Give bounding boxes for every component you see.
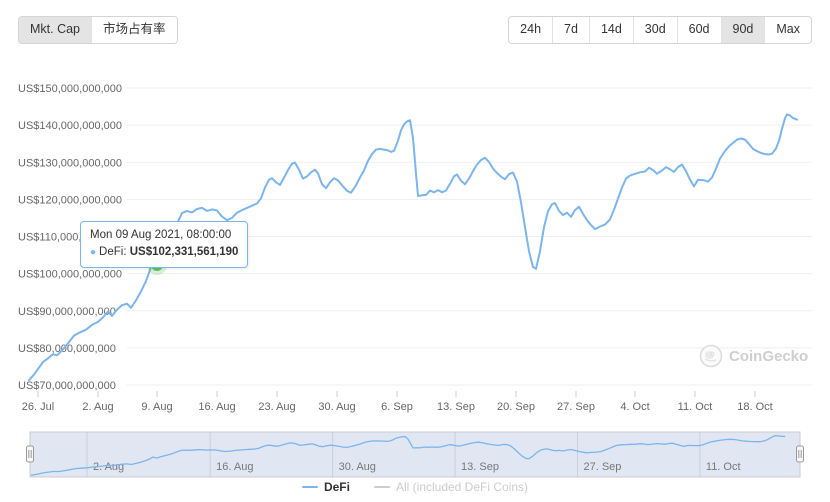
tab-mkt-cap[interactable]: Mkt. Cap: [19, 17, 92, 43]
series-bullet-icon: ●: [90, 247, 97, 259]
metric-toggle-group: Mkt. Cap 市场占有率: [18, 16, 178, 44]
x-axis-label-2Aug: 2. Aug: [82, 401, 113, 413]
y-axis-label-150: US$150,000,000,000: [18, 83, 122, 95]
y-axis-label-80: US$80,000,000,000: [18, 343, 116, 355]
legend-item-all[interactable]: All (included DeFi Coins): [373, 480, 529, 494]
y-axis-label-70: US$70,000,000,000: [18, 380, 116, 392]
y-axis-label-90: US$90,000,000,000: [18, 306, 116, 318]
navigator-label-27Sep: 27. Sep: [583, 461, 621, 473]
x-axis-label-13Sep: 13. Sep: [437, 401, 475, 413]
x-axis-label-30Aug: 30. Aug: [318, 401, 355, 413]
x-axis-label-27Sep: 27. Sep: [557, 401, 595, 413]
legend-label: All (included DeFi Coins): [395, 480, 529, 494]
navigator-label-16Aug: 16. Aug: [216, 461, 253, 473]
navigator-label-11Oct: 11. Oct: [706, 461, 741, 473]
navigator-label-13Sep: 13. Sep: [461, 461, 499, 473]
x-axis-label-4Oct: 4. Oct: [620, 401, 649, 413]
range-button-24h[interactable]: 24h: [509, 17, 553, 43]
tooltip-date: Mon 09 Aug 2021, 08:00:00: [90, 229, 232, 241]
navigator-label-30Aug: 30. Aug: [339, 461, 376, 473]
coingecko-watermark: CoinGecko: [699, 344, 808, 368]
legend-dash-icon: [373, 486, 390, 488]
watermark-label: CoinGecko: [729, 347, 809, 365]
range-button-7d[interactable]: 7d: [552, 17, 589, 43]
range-button-30d[interactable]: 30d: [632, 17, 677, 43]
navigator-series-line: [30, 435, 786, 476]
y-axis-label-100: US$100,000,000,000: [18, 269, 122, 281]
navigator-label-2Aug: 2. Aug: [93, 461, 124, 473]
range-button-14d[interactable]: 14d: [588, 17, 633, 43]
y-axis-label-140: US$140,000,000,000: [18, 120, 122, 132]
chart-tooltip: Mon 09 Aug 2021, 08:00:00 ● DeFi: US$102,…: [80, 221, 249, 268]
range-button-max[interactable]: Max: [764, 17, 811, 43]
x-axis-label-16Aug: 16. Aug: [198, 401, 235, 413]
y-axis-label-130: US$130,000,000,000: [18, 157, 122, 169]
tooltip-series-row: ● DeFi: US$102,331,561,190: [90, 244, 238, 261]
x-axis-label-20Sep: 20. Sep: [497, 401, 535, 413]
tooltip-series-label: DeFi:: [99, 246, 127, 259]
coingecko-logo-icon: [699, 344, 723, 368]
x-axis-label-11Oct: 11. Oct: [678, 401, 713, 413]
navigator-handle-right[interactable]: [796, 445, 804, 463]
range-button-90d[interactable]: 90d: [720, 17, 765, 43]
tooltip-value: US$102,331,561,190: [129, 246, 239, 259]
legend-dash-icon: [301, 486, 318, 488]
x-axis-label-6Sep: 6. Sep: [381, 401, 413, 413]
x-axis-label-9Aug: 9. Aug: [141, 401, 172, 413]
x-axis-label-23Aug: 23. Aug: [258, 401, 295, 413]
legend-label: DeFi: [323, 480, 350, 494]
y-axis-label-120: US$120,000,000,000: [18, 194, 122, 206]
x-axis-label-18Oct: 18. Oct: [737, 401, 772, 413]
x-axis-label-26Jul: 26. Jul: [22, 401, 54, 413]
navigator-selected-range[interactable]: [29, 431, 801, 478]
range-button-group: 24h 7d 14d 30d 60d 90d Max: [508, 16, 812, 44]
legend-item-defi[interactable]: DeFi: [301, 480, 350, 494]
range-button-60d[interactable]: 60d: [676, 17, 721, 43]
tab-market-share[interactable]: 市场占有率: [91, 17, 177, 43]
navigator-handle-left[interactable]: [26, 445, 34, 463]
chart-legend: DeFi All (included DeFi Coins): [0, 480, 830, 494]
